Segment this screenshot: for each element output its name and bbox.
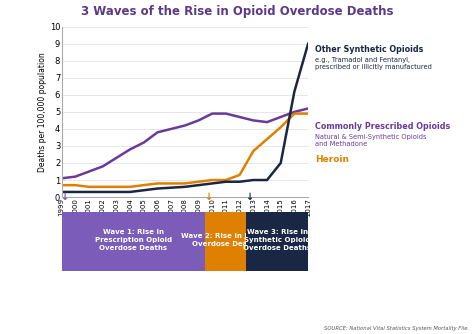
Text: e.g., Tramadol and Fentanyl,
prescribed or illicitly manufactured: e.g., Tramadol and Fentanyl, prescribed … xyxy=(315,57,432,70)
Text: Other Synthetic Opioids: Other Synthetic Opioids xyxy=(315,45,424,54)
Text: SOURCE: National Vital Statistics System Mortality File.: SOURCE: National Vital Statistics System… xyxy=(324,326,469,331)
Text: 3 Waves of the Rise in Opioid Overdose Deaths: 3 Waves of the Rise in Opioid Overdose D… xyxy=(81,5,393,18)
Text: ↓: ↓ xyxy=(60,192,68,202)
Y-axis label: Deaths per 100,000 population: Deaths per 100,000 population xyxy=(38,52,47,172)
Text: Commonly Prescribed Opioids: Commonly Prescribed Opioids xyxy=(315,122,450,131)
Text: ↓: ↓ xyxy=(245,192,253,202)
Text: Wave 1: Rise in
Prescription Opioid
Overdose Deaths: Wave 1: Rise in Prescription Opioid Over… xyxy=(95,229,172,251)
Text: Wave 2: Rise in Heroin
Overdose Deaths: Wave 2: Rise in Heroin Overdose Deaths xyxy=(181,233,271,247)
Text: Natural & Semi-Synthetic Opioids
and Methadone: Natural & Semi-Synthetic Opioids and Met… xyxy=(315,134,427,147)
Text: ↓: ↓ xyxy=(204,192,212,202)
Text: Wave 3: Rise in
Synthetic Opioid
Overdose Deaths: Wave 3: Rise in Synthetic Opioid Overdos… xyxy=(243,229,311,251)
Text: Heroin: Heroin xyxy=(315,155,349,164)
